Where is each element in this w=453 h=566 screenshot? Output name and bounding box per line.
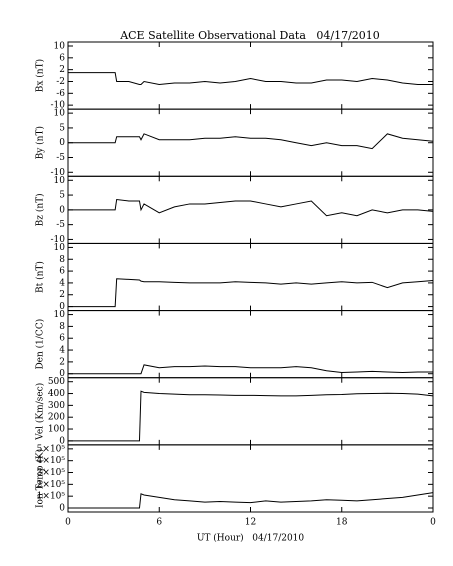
y-axis-label: Den (1/CC) <box>35 319 46 370</box>
y-tick-label: 3×10⁵ <box>37 468 66 478</box>
y-tick-label: 0 <box>59 138 65 148</box>
data-line <box>68 492 434 509</box>
panel-frame <box>67 41 434 110</box>
y-tick-label: 0 <box>59 205 65 215</box>
y-tick-label: 100 <box>48 425 65 435</box>
y-tick-label: 4 <box>59 346 65 356</box>
y-tick-label: 2 <box>59 357 65 367</box>
y-tick-label: 1×10⁵ <box>37 492 66 502</box>
y-tick-label: 6 <box>59 334 65 344</box>
y-tick-label: -6 <box>56 89 65 99</box>
y-axis-label: Ion Temp (K) <box>35 449 46 508</box>
data-line <box>68 364 433 375</box>
y-tick-label: 8 <box>59 255 65 265</box>
y-tick-label: -10 <box>51 101 66 111</box>
y-tick-label: 4×10⁵ <box>37 456 66 466</box>
x-tick-label: 6 <box>156 518 162 528</box>
y-tick-label: -5 <box>56 153 65 163</box>
y-tick-label: 10 <box>54 109 66 119</box>
panel-frame <box>67 444 434 513</box>
y-tick-label: 10 <box>54 42 66 52</box>
data-line <box>68 133 434 150</box>
y-tick-label: 2×10⁵ <box>37 480 66 490</box>
y-tick-label: -2 <box>56 77 65 87</box>
y-tick-label: 500 <box>48 377 65 387</box>
y-tick-label: 6 <box>59 267 65 277</box>
y-tick-label: 200 <box>48 413 65 423</box>
y-tick-label: -5 <box>56 220 65 230</box>
y-tick-label: 2 <box>59 290 65 300</box>
x-tick-label: 0 <box>65 518 71 528</box>
y-axis-label: By (nT) <box>35 126 46 159</box>
y-axis-label: Vel (Km/sec) <box>35 383 46 441</box>
y-tick-label: 0 <box>59 436 65 446</box>
x-tick-label: 0 <box>430 518 436 528</box>
y-tick-label: 10 <box>54 243 66 253</box>
y-axis-label: Bz (nT) <box>35 193 46 226</box>
data-line <box>68 390 434 442</box>
y-tick-label: 10 <box>54 310 66 320</box>
y-tick-label: 5 <box>59 123 65 133</box>
chart-title: ACE Satellite Observational Data 04/17/2… <box>119 29 380 42</box>
y-tick-label: 4 <box>59 278 65 288</box>
y-tick-label: 400 <box>48 389 65 399</box>
data-line <box>68 72 433 85</box>
y-axis-label: Bt (nT) <box>35 261 46 293</box>
y-axis-label: Bx (nT) <box>35 59 46 92</box>
y-tick-label: 300 <box>48 401 65 411</box>
y-tick-label: 0 <box>59 369 65 379</box>
panel-frame <box>67 175 434 244</box>
panel-frame <box>67 377 434 446</box>
panel-frame <box>67 242 434 312</box>
x-tick-label: 18 <box>336 518 348 528</box>
y-tick-label: 8 <box>59 322 65 332</box>
y-tick-label: 5 <box>59 191 65 201</box>
x-axis-label: UT (Hour) 04/17/2010 <box>197 533 305 544</box>
y-tick-label: 6 <box>59 53 65 63</box>
y-tick-label: 0 <box>59 504 65 514</box>
y-tick-label: 5×10⁵ <box>37 444 66 454</box>
data-line <box>68 198 434 217</box>
y-tick-label: 0 <box>59 302 65 312</box>
y-tick-label: 10 <box>54 176 66 186</box>
data-line <box>68 278 434 308</box>
y-tick-label: -10 <box>51 235 66 245</box>
x-tick-label: 12 <box>245 518 256 528</box>
y-tick-label: -10 <box>51 168 66 178</box>
y-tick-label: 2 <box>59 65 65 75</box>
